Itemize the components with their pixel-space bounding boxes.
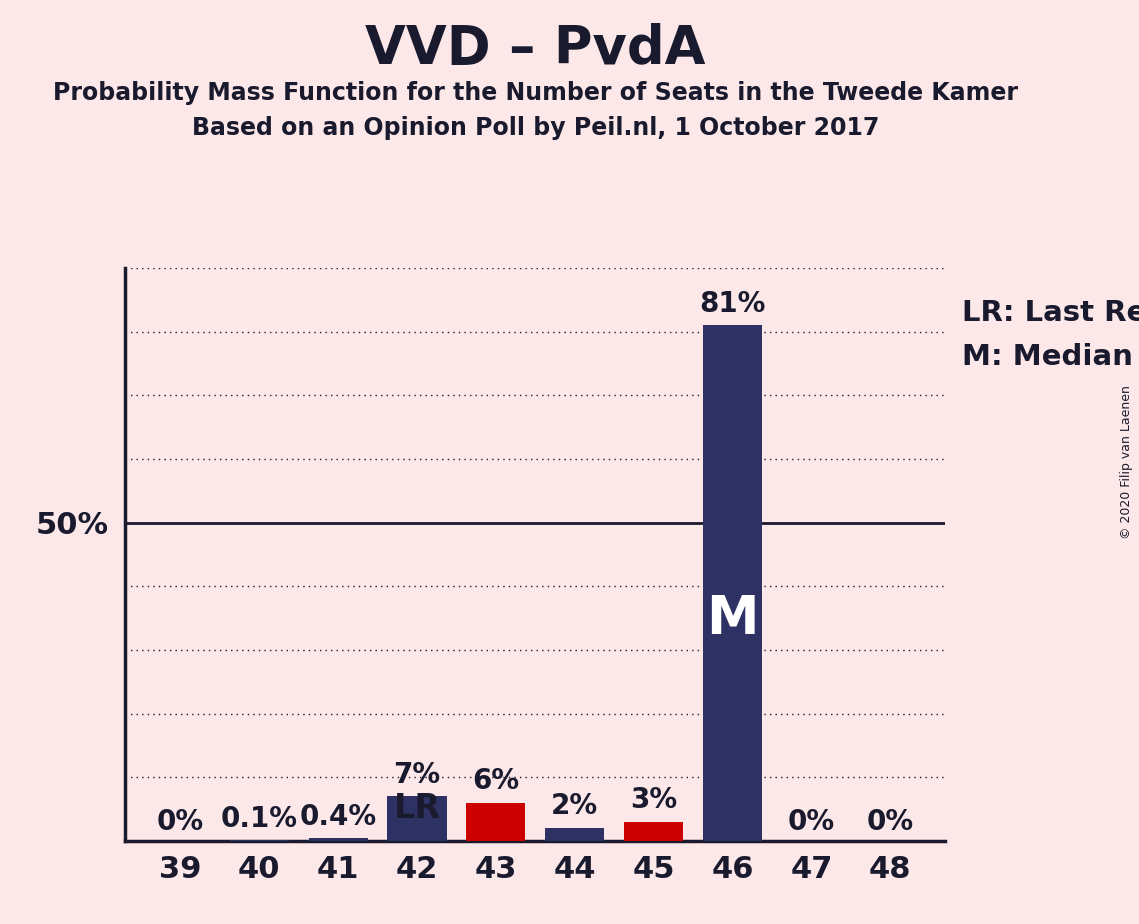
- Text: 3%: 3%: [630, 786, 678, 814]
- Text: 81%: 81%: [699, 289, 765, 318]
- Text: Probability Mass Function for the Number of Seats in the Tweede Kamer: Probability Mass Function for the Number…: [52, 81, 1018, 105]
- Text: VVD – PvdA: VVD – PvdA: [366, 23, 705, 75]
- Bar: [309, 838, 368, 841]
- Text: 0%: 0%: [867, 808, 913, 835]
- Text: M: Median: M: Median: [962, 343, 1133, 371]
- Text: 6%: 6%: [473, 767, 519, 795]
- Text: LR: Last Result: LR: Last Result: [962, 298, 1139, 326]
- Text: 7%: 7%: [393, 760, 441, 789]
- Text: 0%: 0%: [157, 808, 204, 835]
- Text: Based on an Opinion Poll by Peil.nl, 1 October 2017: Based on an Opinion Poll by Peil.nl, 1 O…: [191, 116, 879, 140]
- Bar: [624, 821, 683, 841]
- Bar: [703, 325, 762, 841]
- Text: M: M: [706, 593, 759, 645]
- Text: 0.4%: 0.4%: [300, 803, 377, 831]
- Text: © 2020 Filip van Laenen: © 2020 Filip van Laenen: [1121, 385, 1133, 539]
- Bar: [466, 803, 525, 841]
- Text: 2%: 2%: [551, 793, 598, 821]
- Text: LR: LR: [393, 792, 441, 825]
- Text: 0.1%: 0.1%: [221, 805, 297, 833]
- Bar: [387, 796, 446, 841]
- Bar: [546, 828, 605, 841]
- Text: 0%: 0%: [788, 808, 835, 835]
